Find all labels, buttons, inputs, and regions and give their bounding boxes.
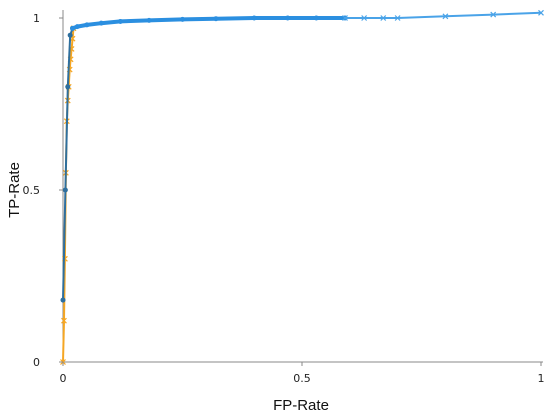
data-point (442, 13, 449, 20)
x-tick-label: 1 (538, 372, 545, 385)
data-point (342, 15, 348, 21)
data-point (313, 15, 319, 21)
data-point (146, 17, 152, 23)
data-point (285, 15, 291, 21)
data-point (98, 20, 104, 26)
y-tick-label: 0.5 (23, 184, 41, 197)
y-tick-label: 0 (33, 356, 40, 369)
tick-layer: 0 0.5 1 0 0.5 1 (23, 12, 545, 385)
series-line (345, 11, 542, 19)
series-line (62, 27, 74, 301)
data-point (380, 15, 387, 21)
data-point (60, 297, 66, 303)
series-1 (60, 25, 76, 303)
series-layer (60, 9, 544, 365)
data-point (67, 32, 73, 38)
plot-area (62, 10, 543, 363)
data-point (74, 24, 80, 30)
data-point (213, 16, 219, 22)
data-point (361, 15, 368, 21)
data-point (251, 15, 257, 21)
data-point (84, 22, 90, 28)
data-point (394, 15, 401, 21)
data-point (65, 84, 71, 90)
series-3 (342, 9, 544, 21)
series-line (71, 16, 345, 31)
data-point (117, 18, 123, 24)
y-tick-label: 1 (33, 12, 40, 25)
x-tick-label: 0.5 (293, 372, 311, 385)
data-point (490, 11, 497, 18)
data-point (70, 25, 76, 31)
data-point (62, 187, 68, 193)
y-axis-title: TP-Rate (6, 162, 23, 218)
x-axis-title: FP-Rate (273, 397, 329, 414)
data-point (180, 16, 185, 22)
series-2 (70, 15, 348, 31)
x-tick-label: 0 (60, 372, 67, 385)
data-point (538, 9, 544, 16)
data-point (61, 317, 67, 324)
